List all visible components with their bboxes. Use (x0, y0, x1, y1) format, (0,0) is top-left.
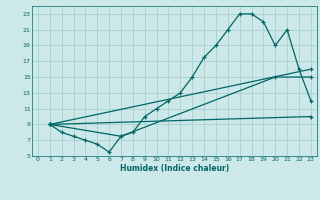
X-axis label: Humidex (Indice chaleur): Humidex (Indice chaleur) (120, 164, 229, 173)
